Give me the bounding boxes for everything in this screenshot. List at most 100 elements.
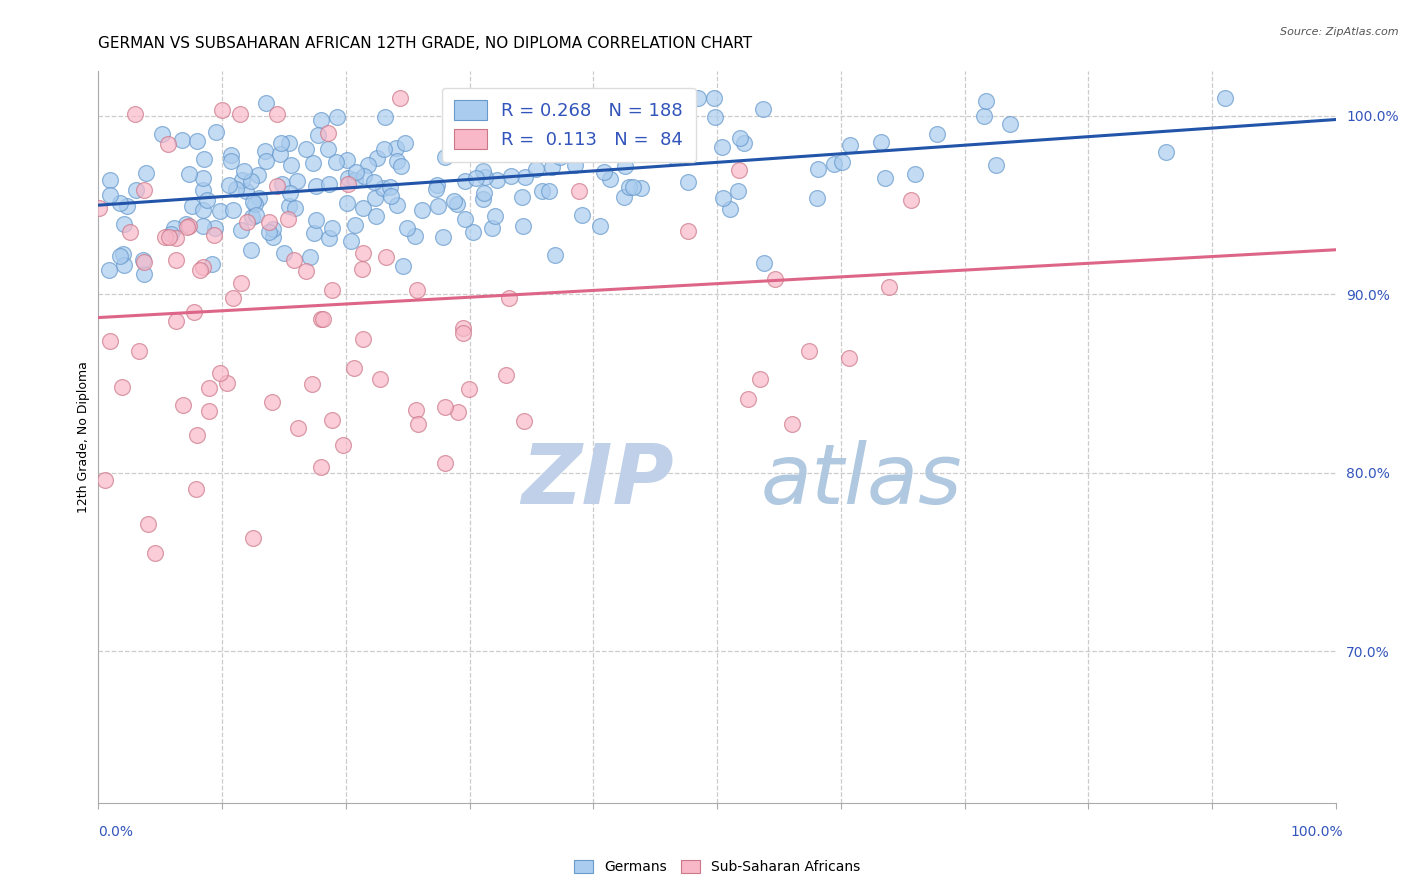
Point — [262, 222, 284, 236]
Point — [541, 160, 564, 174]
Point — [664, 150, 686, 164]
Point — [385, 153, 408, 168]
Point — [465, 91, 488, 105]
Point — [524, 161, 547, 176]
Point — [672, 101, 695, 115]
Point — [302, 226, 325, 240]
Point — [271, 178, 294, 192]
Point — [900, 194, 922, 208]
Point — [831, 155, 853, 169]
Point — [434, 150, 457, 164]
Point — [411, 203, 433, 218]
Point — [336, 195, 359, 210]
Point — [352, 246, 374, 260]
Point — [439, 145, 461, 160]
Point — [285, 174, 308, 188]
Point — [221, 147, 243, 161]
Point — [172, 398, 194, 412]
Point — [495, 368, 517, 383]
Point — [395, 220, 418, 235]
Point — [599, 172, 621, 186]
Point — [728, 163, 751, 178]
Point — [332, 438, 354, 452]
Point — [247, 168, 270, 182]
Point — [193, 153, 215, 167]
Point — [562, 145, 585, 160]
Point — [593, 164, 616, 178]
Point — [135, 166, 157, 180]
Point — [179, 219, 201, 233]
Point — [112, 246, 135, 260]
Point — [98, 188, 121, 202]
Point — [176, 219, 198, 234]
Point — [193, 183, 215, 197]
Point — [711, 191, 734, 205]
Point — [318, 231, 340, 245]
Point — [222, 203, 245, 218]
Point — [201, 257, 224, 271]
Point — [728, 130, 751, 145]
Point — [262, 230, 284, 244]
Point — [339, 234, 361, 248]
Point — [198, 381, 221, 395]
Point — [676, 175, 699, 189]
Point — [277, 212, 299, 227]
Point — [434, 400, 457, 414]
Point — [295, 264, 318, 278]
Point — [484, 209, 506, 223]
Point — [211, 103, 233, 117]
Point — [373, 181, 395, 195]
Text: 100.0%: 100.0% — [1291, 825, 1343, 839]
Point — [180, 199, 202, 213]
Point — [564, 158, 586, 172]
Point — [191, 219, 214, 234]
Point — [259, 225, 281, 239]
Text: GERMAN VS SUBSAHARAN AFRICAN 12TH GRADE, NO DIPLOMA CORRELATION CHART: GERMAN VS SUBSAHARAN AFRICAN 12TH GRADE,… — [98, 36, 752, 51]
Point — [254, 144, 277, 158]
Point — [904, 167, 927, 181]
Point — [188, 263, 211, 277]
Point — [557, 96, 579, 111]
Point — [486, 173, 509, 187]
Point — [451, 321, 474, 335]
Point — [311, 460, 333, 475]
Point — [458, 382, 481, 396]
Point — [375, 250, 398, 264]
Point — [343, 173, 366, 187]
Point — [446, 405, 468, 419]
Point — [94, 473, 117, 487]
Point — [191, 170, 214, 185]
Point — [384, 141, 406, 155]
Point — [643, 99, 665, 113]
Point — [97, 262, 120, 277]
Point — [262, 394, 284, 409]
Point — [373, 142, 395, 156]
Point — [295, 142, 318, 156]
Point — [654, 139, 676, 153]
Point — [609, 119, 631, 133]
Point — [318, 178, 340, 192]
Point — [299, 250, 322, 264]
Point — [664, 118, 686, 132]
Point — [222, 291, 245, 305]
Point — [363, 191, 385, 205]
Point — [434, 456, 457, 470]
Point — [374, 110, 396, 124]
Point — [195, 193, 218, 207]
Point — [630, 181, 652, 195]
Point — [501, 169, 523, 183]
Point — [229, 277, 252, 291]
Point — [125, 184, 148, 198]
Point — [245, 208, 267, 222]
Point — [405, 403, 427, 417]
Point — [156, 136, 179, 151]
Point — [472, 164, 495, 178]
Point — [233, 163, 256, 178]
Point — [368, 372, 391, 386]
Point — [453, 212, 475, 227]
Point — [703, 110, 725, 124]
Point — [128, 344, 150, 359]
Point — [205, 125, 228, 139]
Point — [225, 182, 247, 196]
Point — [287, 421, 309, 435]
